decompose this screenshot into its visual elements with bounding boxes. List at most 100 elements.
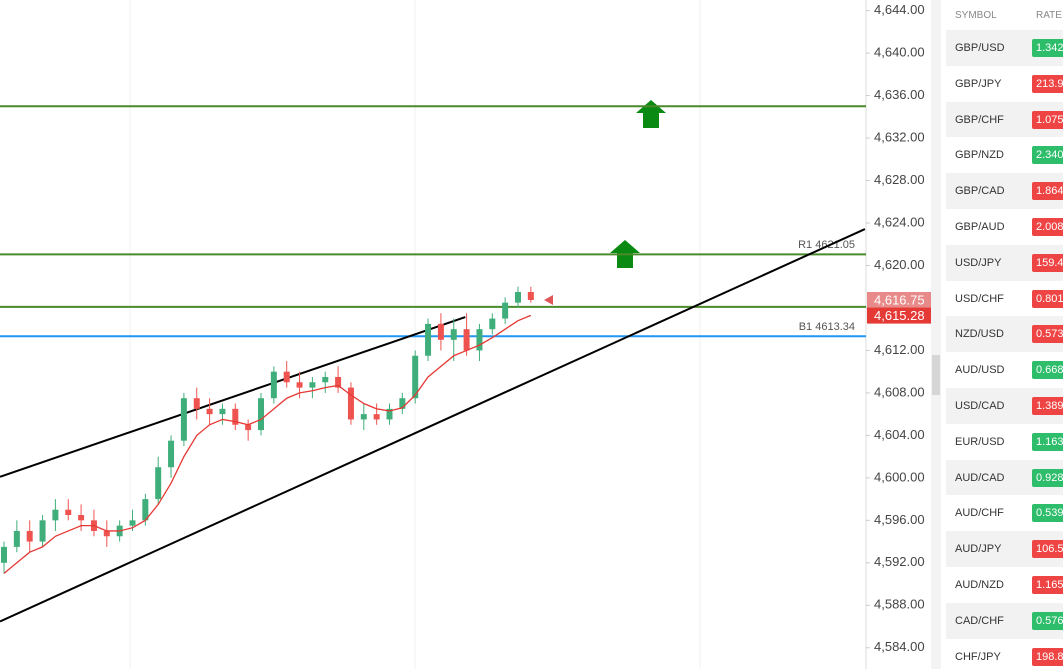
rate: 2.340 (1032, 146, 1063, 165)
candle-body (373, 414, 380, 420)
watchlist-row[interactable]: CHF/JPY 198.8 (946, 639, 1063, 669)
symbol: NZD/USD (955, 328, 1004, 341)
candle-body (425, 323, 432, 356)
symbol: USD/CHF (955, 292, 1004, 305)
watchlist-row[interactable]: USD/JPY 159.4 (946, 244, 1063, 281)
candle-body (399, 398, 406, 409)
watchlist-row[interactable]: AUD/NZD 1.165 (946, 567, 1063, 603)
watchlist-header: SYMBOL RATE (946, 0, 1063, 30)
y-tick-label: 4,588.00 (874, 597, 925, 612)
rate: 213.9 (1032, 74, 1063, 93)
rate: 0.668 (1032, 361, 1063, 380)
header-cell: SYMBOL (955, 10, 997, 21)
y-tick-label: 4,644.00 (874, 2, 925, 17)
candle-body (322, 376, 329, 383)
price-tag (867, 307, 931, 324)
candle-body (26, 530, 33, 542)
symbol: AUD/JPY (955, 543, 1002, 556)
symbol: GBP/JPY (955, 77, 1002, 90)
candle-body (309, 382, 316, 388)
rate: 1.864 (1032, 182, 1063, 201)
candle-body (283, 371, 290, 383)
y-tick-label: 4,584.00 (874, 639, 925, 654)
symbol: USD/CAD (955, 399, 1005, 412)
y-tick-label: 4,608.00 (874, 384, 925, 399)
moving-average (3, 314, 532, 574)
candle-body (245, 424, 252, 431)
rate: 106.5 (1032, 540, 1063, 559)
watchlist-row[interactable]: GBP/USD 1.342 (946, 30, 1063, 66)
candle-body (142, 499, 149, 521)
symbol: AUD/CHF (955, 507, 1004, 520)
y-tick-label: 4,628.00 (874, 172, 925, 187)
watchlist-row[interactable]: GBP/CAD 1.864 (946, 173, 1063, 209)
watchlist-row[interactable]: GBP/NZD 2.340 (946, 137, 1063, 173)
candle-body (360, 414, 367, 420)
trend-line (0, 228, 866, 623)
symbol: GBP/USD (955, 42, 1005, 54)
watchlist-row[interactable]: NZD/USD 0.573 (946, 316, 1063, 353)
watchlist-row[interactable]: GBP/JPY 213.9 (946, 66, 1063, 102)
candle-body (168, 440, 175, 468)
rate: 1.163 (1032, 432, 1063, 451)
candle-body (347, 387, 354, 420)
watchlist-row[interactable]: AUD/CAD 0.928 (946, 459, 1063, 496)
y-tick-label: 4,624.00 (874, 214, 925, 229)
symbol: USD/JPY (955, 256, 1002, 269)
rate: 1.342 (1032, 39, 1063, 57)
watchlist-row[interactable]: GBP/CHF 1.075 (946, 101, 1063, 138)
watchlist-row[interactable]: AUD/CHF 0.539 (946, 495, 1063, 531)
symbol: AUD/CAD (955, 471, 1005, 484)
y-tick-label: 4,636.00 (874, 87, 925, 102)
y-tick-label: 4,596.00 (874, 512, 925, 527)
candle-body (180, 398, 187, 441)
rate: 1.389 (1032, 396, 1063, 415)
watchlist: SYMBOL RATE GBP/USD 1.342 GBP/JPY 213.9 GBP/… (946, 0, 1063, 669)
scroll-thumb[interactable] (932, 355, 940, 395)
symbol: GBP/NZD (955, 149, 1004, 162)
chart: 4,644.00 4,640.00 4,636.00 4,632.00 4,628.00… (0, 0, 941, 669)
watchlist-row[interactable]: GBP/AUD 2.008 (946, 209, 1063, 245)
rate: 2.008 (1032, 217, 1063, 236)
candle-body (476, 329, 483, 351)
candle-body (13, 530, 20, 547)
candle-body (232, 408, 239, 425)
watchlist-row[interactable]: EUR/USD 1.163 (946, 424, 1063, 460)
candle-body (463, 329, 470, 351)
price-tag (867, 291, 931, 308)
level-label: B1 4613.34 (799, 321, 855, 333)
symbol: CHF/JPY (955, 650, 1001, 663)
rate: 198.8 (1032, 647, 1063, 666)
rate: 1.165 (1032, 575, 1063, 594)
rate: 0.576 (1032, 611, 1063, 630)
y-tick-label: 4,612.00 (874, 342, 925, 357)
watchlist-row[interactable]: CAD/CHF 0.576 (946, 602, 1063, 639)
watchlist-row[interactable]: AUD/USD 0.668 (946, 352, 1063, 388)
candle-body (193, 398, 200, 409)
y-tick-label: 4,640.00 (874, 45, 925, 60)
rate: 0.928 (1032, 468, 1063, 487)
candle-body (155, 467, 162, 500)
last-price-marker (544, 294, 553, 305)
watchlist-row[interactable]: USD/CAD 1.389 (946, 387, 1063, 424)
symbol: EUR/USD (955, 435, 1005, 448)
price-tag-label: 4,615.28 (874, 308, 925, 323)
y-tick-label: 4,604.00 (874, 427, 925, 442)
candle-body (78, 515, 85, 521)
rate: 0.573 (1032, 325, 1063, 344)
candle-body (39, 520, 46, 542)
y-tick-label: 4,620.00 (874, 257, 925, 272)
trend-line (0, 316, 466, 478)
rate: 0.539 (1032, 504, 1063, 523)
rate: 159.4 (1032, 253, 1063, 272)
candle-body (258, 398, 264, 431)
watchlist-row[interactable]: AUD/JPY 106.5 (946, 531, 1063, 567)
candle-body (515, 292, 521, 303)
symbol: AUD/USD (955, 364, 1005, 377)
candle-body (335, 376, 342, 388)
header-cell: RATE (1036, 10, 1062, 21)
scrollbar[interactable] (931, 0, 941, 669)
watchlist-row[interactable]: USD/CHF 0.801 (946, 281, 1063, 317)
y-tick-label: 4,592.00 (874, 554, 925, 569)
